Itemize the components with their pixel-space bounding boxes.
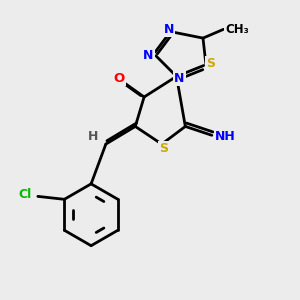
Text: O: O [113,72,125,85]
Text: S: S [159,142,168,155]
Text: H: H [87,130,98,143]
Text: N: N [164,23,174,36]
Text: Cl: Cl [18,188,31,201]
Text: N: N [143,49,154,62]
Text: NH: NH [215,130,236,143]
Text: S: S [206,57,215,70]
Text: N: N [174,72,184,85]
Text: CH₃: CH₃ [225,23,249,36]
